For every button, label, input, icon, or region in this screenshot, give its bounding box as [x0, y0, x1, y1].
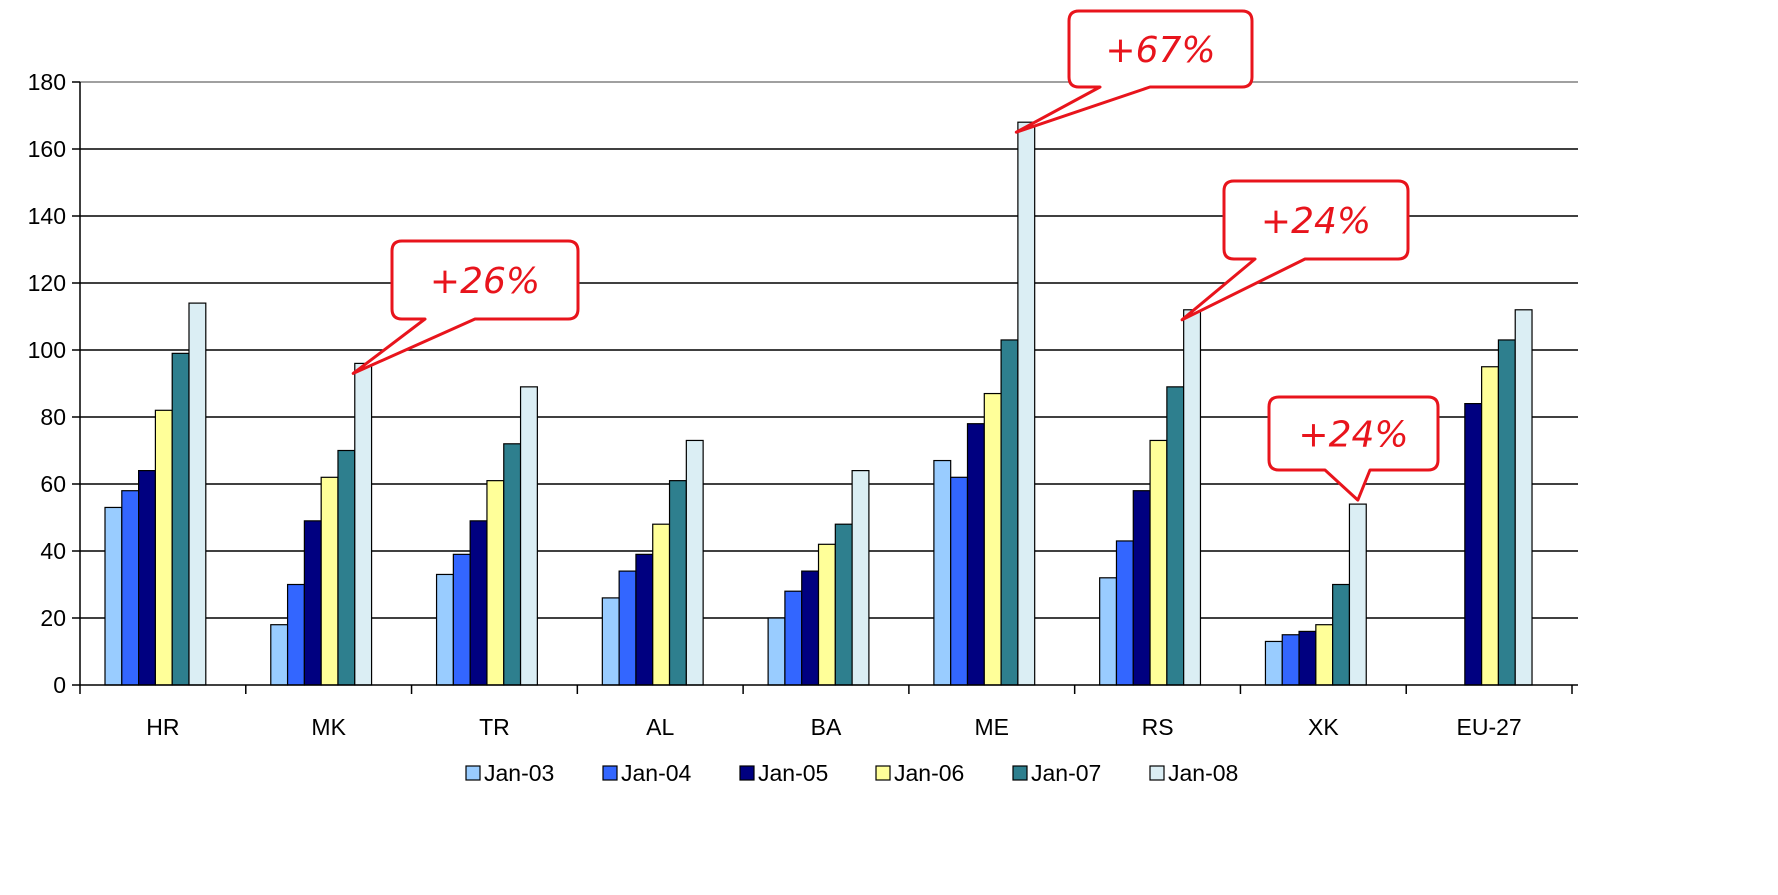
bar-rs-jan-03: [1099, 577, 1118, 686]
legend-swatch-jan-04: [602, 765, 618, 781]
legend-swatch-jan-07: [1012, 765, 1028, 781]
y-tick-label: 140: [28, 203, 66, 229]
callout-bubble-xk: [1267, 395, 1440, 502]
legend: Jan-03 Jan-04 Jan-05 Jan-06 Jan-07 Jan-08: [465, 760, 1238, 786]
bar-ba-jan-04: [784, 590, 803, 686]
callout-bubble-mk: [351, 239, 580, 375]
axes: 0 20 40 60 80 100 120 140 160 180 HR MK TR AL BA ME RS XK…: [28, 69, 1578, 740]
legend-swatch-jan-06: [875, 765, 891, 781]
bar-mk-jan-04: [286, 583, 305, 686]
legend-swatch-jan-08: [1149, 765, 1165, 781]
bar-rs-jan-08: [1183, 309, 1202, 686]
bar-me-jan-05: [966, 423, 985, 686]
callout-bubble-me: [1014, 9, 1254, 134]
y-tick-label: 20: [40, 605, 66, 631]
bar-xk-jan-04: [1281, 634, 1300, 686]
bar-mk-jan-06: [320, 476, 339, 686]
bar-hr-jan-04: [121, 490, 140, 686]
bar-ba-jan-07: [834, 523, 853, 686]
bar-al-jan-04: [618, 570, 637, 686]
y-tick-label: 80: [40, 404, 66, 430]
bar-hr-jan-08: [188, 302, 207, 686]
bar-al-jan-05: [635, 553, 654, 686]
bar-me-jan-08: [1017, 121, 1036, 686]
bar-al-jan-08: [685, 439, 704, 686]
bar-eu-27-jan-06: [1481, 366, 1500, 686]
x-tick-label-rs: RS: [1142, 714, 1174, 740]
y-tick-label: 40: [40, 538, 66, 564]
bar-al-jan-03: [601, 597, 620, 686]
callouts: +26% +67% +24% +24%: [351, 9, 1440, 502]
y-tick-label: 120: [28, 270, 66, 296]
legend-label-jan-07: Jan-07: [1031, 760, 1101, 786]
legend-label-jan-06: Jan-06: [894, 760, 964, 786]
bar-ba-jan-06: [817, 543, 836, 686]
bar-xk-jan-08: [1348, 503, 1367, 686]
bar-hr-jan-05: [138, 470, 157, 686]
bar-rs-jan-04: [1115, 540, 1134, 686]
bar-me-jan-04: [950, 476, 969, 686]
callout-label-mk: +26%: [430, 261, 540, 302]
legend-label-jan-04: Jan-04: [621, 760, 692, 786]
bar-tr-jan-07: [503, 443, 522, 686]
x-tick-label-ba: BA: [811, 714, 842, 740]
callout-bubble-rs: [1180, 179, 1410, 322]
bar-ba-jan-08: [851, 470, 870, 686]
bar-hr-jan-07: [171, 352, 190, 686]
bar-al-jan-06: [652, 523, 671, 686]
y-tick-label: 100: [28, 337, 66, 363]
legend-label-jan-08: Jan-08: [1168, 760, 1238, 786]
legend-swatch-jan-05: [739, 765, 755, 781]
bar-xk-jan-07: [1332, 583, 1351, 686]
x-tick-label-al: AL: [646, 714, 674, 740]
bar-eu-27-jan-07: [1497, 339, 1516, 686]
x-tick-label-hr: HR: [146, 714, 179, 740]
x-tick-label-me: ME: [975, 714, 1010, 740]
bar-xk-jan-05: [1298, 630, 1317, 686]
x-tick-label-xk: XK: [1308, 714, 1339, 740]
bar-me-jan-03: [933, 459, 952, 686]
bar-mk-jan-03: [270, 624, 289, 686]
bar-ba-jan-03: [767, 617, 786, 686]
bar-xk-jan-06: [1315, 624, 1334, 686]
bar-mk-jan-08: [354, 362, 373, 686]
x-tick-label-tr: TR: [479, 714, 510, 740]
callout-label-xk: +24%: [1298, 415, 1408, 456]
bar-hr-jan-06: [154, 409, 173, 686]
x-tick-label-eu-27: EU-27: [1457, 714, 1522, 740]
bar-eu-27-jan-05: [1464, 403, 1483, 686]
callout-label-rs: +24%: [1261, 201, 1371, 242]
bar-hr-jan-03: [104, 506, 123, 686]
bar-rs-jan-07: [1166, 386, 1185, 686]
legend-label-jan-05: Jan-05: [758, 760, 828, 786]
y-tick-label: 60: [40, 471, 66, 497]
y-tick-label: 0: [53, 672, 66, 698]
bar-me-jan-07: [1000, 339, 1019, 686]
y-tick-label: 180: [28, 69, 66, 95]
bar-tr-jan-08: [519, 386, 538, 686]
x-tick-label-mk: MK: [311, 714, 346, 740]
bar-tr-jan-03: [435, 573, 454, 686]
bar-rs-jan-05: [1132, 490, 1151, 686]
bar-mk-jan-07: [337, 449, 356, 686]
bar-tr-jan-05: [469, 520, 488, 686]
bar-tr-jan-04: [452, 553, 471, 686]
bar-mk-jan-05: [303, 520, 322, 686]
bar-tr-jan-06: [486, 480, 505, 686]
bar-eu-27-jan-08: [1514, 309, 1533, 686]
y-tick-label: 160: [28, 136, 66, 162]
legend-label-jan-03: Jan-03: [484, 760, 554, 786]
callout-label-me: +67%: [1105, 30, 1215, 71]
bar-me-jan-06: [983, 392, 1002, 686]
bar-al-jan-07: [668, 480, 687, 686]
legend-swatch-jan-03: [465, 765, 481, 781]
bar-ba-jan-05: [801, 570, 820, 686]
bar-xk-jan-03: [1264, 640, 1283, 686]
bar-rs-jan-06: [1149, 439, 1168, 686]
